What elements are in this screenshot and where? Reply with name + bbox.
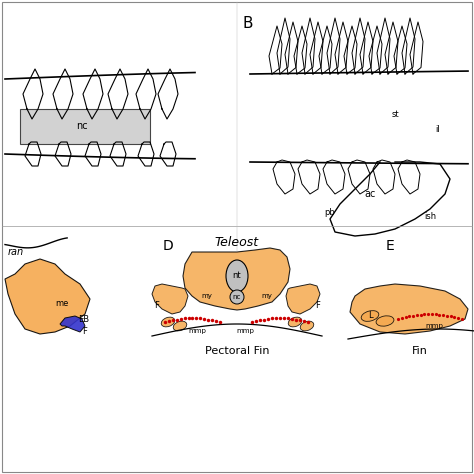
Ellipse shape — [376, 316, 394, 326]
Ellipse shape — [230, 290, 244, 304]
Text: nc: nc — [233, 294, 241, 300]
Text: D: D — [163, 239, 173, 253]
Text: mmp: mmp — [188, 328, 206, 334]
Polygon shape — [5, 259, 90, 334]
Polygon shape — [350, 284, 468, 334]
Polygon shape — [60, 316, 85, 332]
Text: ac: ac — [365, 189, 376, 199]
Ellipse shape — [288, 317, 302, 327]
Polygon shape — [152, 284, 188, 314]
Text: my: my — [201, 293, 212, 299]
Text: E: E — [386, 239, 394, 253]
Text: nc: nc — [76, 121, 88, 131]
Text: F: F — [316, 301, 320, 310]
Text: il: il — [435, 125, 440, 134]
Polygon shape — [286, 284, 320, 314]
Text: ran: ran — [8, 247, 24, 257]
Text: Pectoral Fin: Pectoral Fin — [205, 346, 269, 356]
Text: F: F — [155, 301, 159, 310]
Text: EB: EB — [78, 315, 89, 323]
Text: B: B — [243, 16, 253, 31]
Ellipse shape — [173, 321, 187, 331]
Ellipse shape — [300, 321, 314, 331]
Text: F: F — [82, 327, 87, 336]
Text: L: L — [368, 311, 372, 320]
Text: Teleost: Teleost — [215, 236, 259, 249]
Bar — [20, 109, 150, 144]
Text: my: my — [262, 293, 273, 299]
Text: Fin: Fin — [412, 346, 428, 356]
Text: pb: pb — [325, 208, 336, 217]
Text: me: me — [55, 300, 68, 309]
Ellipse shape — [161, 317, 175, 327]
Polygon shape — [183, 248, 290, 310]
Text: mmp: mmp — [425, 323, 443, 329]
Ellipse shape — [226, 260, 248, 292]
Text: nt: nt — [233, 272, 241, 281]
Ellipse shape — [361, 310, 379, 321]
Text: mmp: mmp — [236, 328, 254, 334]
Text: ish: ish — [424, 211, 436, 220]
Text: st: st — [392, 109, 400, 118]
